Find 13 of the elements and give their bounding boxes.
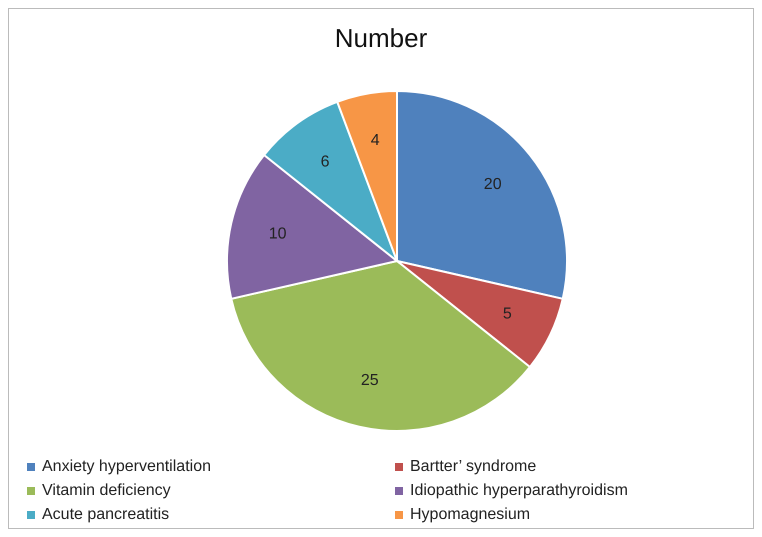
chart-title: Number bbox=[334, 23, 428, 54]
legend-label: Idiopathic hyperparathyroidism bbox=[410, 482, 628, 500]
data-label: 6 bbox=[320, 153, 330, 170]
data-label: 4 bbox=[370, 132, 380, 150]
data-label: 20 bbox=[484, 176, 502, 194]
data-label: 10 bbox=[268, 225, 287, 242]
data-label: 25 bbox=[360, 372, 379, 389]
legend-label: Hypomagnesium bbox=[410, 506, 530, 524]
legend-label: Anxiety hyperventilation bbox=[42, 458, 211, 476]
legend-label: Acute pancreatitis bbox=[42, 506, 170, 524]
legend-label: Vitamin deficiency bbox=[42, 482, 171, 500]
legend-label: Bartter’ syndrome bbox=[410, 458, 536, 476]
data-label: 5 bbox=[502, 306, 512, 323]
